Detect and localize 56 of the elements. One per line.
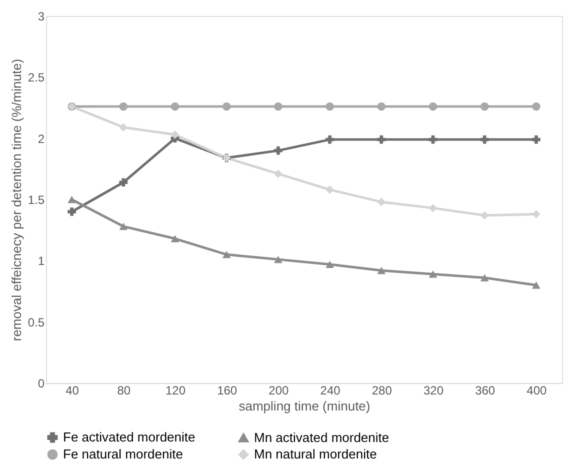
x-tick-label: 40: [66, 384, 80, 398]
y-tick-label: 1: [38, 254, 45, 268]
point: [222, 250, 231, 258]
x-tick-label: 200: [268, 384, 290, 398]
x-tick-label: 280: [372, 384, 392, 398]
point: [377, 266, 386, 274]
point: [326, 102, 334, 111]
point: [274, 170, 282, 178]
y-tick-label: 3: [38, 10, 45, 24]
point: [119, 102, 128, 111]
point: [480, 135, 489, 144]
y-tick-label: 2: [38, 132, 45, 146]
x-axis-title: sampling time (minute): [238, 398, 370, 414]
point: [428, 270, 438, 278]
point: [274, 256, 282, 264]
y-tick-label: 2.5: [28, 70, 45, 85]
point: [377, 102, 386, 111]
point: [428, 102, 438, 111]
point: [170, 235, 180, 242]
point: [170, 102, 180, 111]
point: [377, 198, 386, 206]
x-tick-label: 400: [526, 384, 548, 398]
point: [68, 196, 76, 204]
legend-label: Fe natural mordenite: [63, 446, 183, 462]
point: [326, 135, 334, 144]
y-tick-label: 0: [38, 376, 45, 390]
x-tick-label: 360: [475, 384, 496, 398]
legend-label: Mn activated mordenite: [254, 430, 390, 445]
point: [532, 282, 540, 289]
point: [119, 222, 128, 230]
point: [377, 135, 386, 144]
point: [119, 178, 128, 187]
point: [68, 208, 76, 216]
point: [119, 123, 128, 132]
point: [428, 204, 438, 212]
x-tick-label: 320: [423, 384, 444, 398]
y-axis-title: removal effeicnecy per detention time (%/minute): [8, 58, 24, 342]
point: [274, 146, 282, 155]
y-tick-label: 0.5: [28, 315, 45, 330]
point: [480, 102, 489, 111]
point: [326, 260, 334, 268]
point: [170, 130, 180, 139]
point: [532, 102, 540, 111]
point: [532, 135, 540, 144]
x-tick-label: 80: [117, 384, 131, 398]
x-tick-label: 160: [217, 384, 238, 398]
point: [532, 210, 540, 218]
y-tick-label: 1.5: [28, 193, 45, 207]
legend-label: Mn natural mordenite: [254, 446, 377, 462]
point: [222, 102, 231, 111]
x-tick-label: 240: [320, 384, 341, 398]
x-tick-label: 120: [165, 384, 186, 398]
point: [480, 274, 489, 282]
point: [326, 186, 334, 194]
legend-label: Fe activated mordenite: [63, 430, 196, 445]
point: [274, 102, 282, 111]
